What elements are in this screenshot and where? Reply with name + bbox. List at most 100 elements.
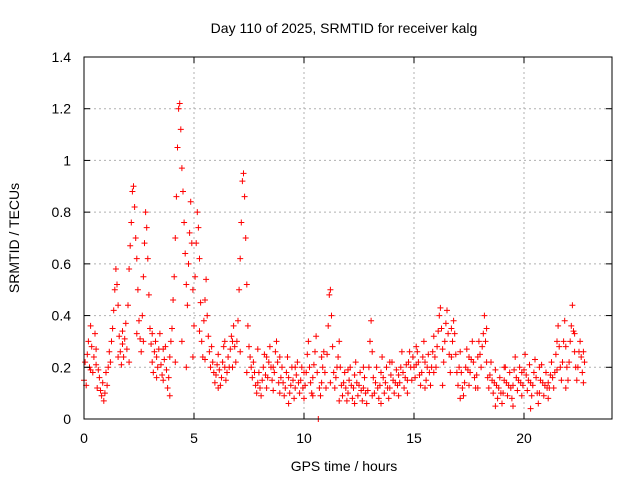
data-point [378, 369, 384, 376]
data-point [138, 348, 145, 355]
data-point [439, 382, 446, 389]
data-point [109, 325, 116, 332]
data-point [385, 395, 392, 402]
data-point [310, 361, 317, 368]
data-point [457, 395, 464, 402]
data-point [486, 372, 493, 379]
data-point [478, 364, 485, 371]
data-point [122, 320, 129, 327]
data-point [327, 379, 334, 386]
data-point [229, 364, 236, 371]
data-point [160, 346, 167, 353]
data-point [555, 322, 562, 329]
data-point [459, 384, 466, 391]
data-point [88, 343, 95, 350]
data-point [220, 343, 227, 350]
data-point [481, 312, 488, 319]
data-point [115, 353, 122, 360]
data-point [516, 364, 523, 371]
data-point [230, 322, 237, 329]
data-point [221, 338, 228, 345]
data-point [442, 320, 449, 327]
data-point [329, 343, 336, 350]
data-point [483, 325, 490, 332]
data-point [279, 364, 285, 371]
data-point [559, 359, 566, 366]
data-point [523, 372, 530, 379]
data-point [429, 348, 436, 355]
data-point [149, 330, 156, 337]
data-point [276, 390, 283, 397]
data-point [90, 353, 97, 360]
data-point [494, 395, 501, 402]
data-point [103, 369, 109, 376]
data-point [143, 224, 150, 231]
data-point [189, 286, 196, 293]
data-point [406, 348, 413, 355]
data-point [131, 203, 138, 210]
data-point [349, 395, 356, 402]
data-point [281, 392, 288, 399]
data-point [386, 359, 393, 366]
data-point [185, 260, 192, 267]
data-point [404, 390, 411, 397]
data-point [178, 338, 185, 345]
data-point [577, 338, 584, 345]
data-point [290, 377, 296, 384]
data-point [193, 240, 200, 247]
data-point [395, 392, 402, 399]
data-point [360, 364, 367, 371]
data-point [294, 359, 301, 366]
data-point [302, 382, 309, 389]
data-point [482, 338, 489, 345]
data-point [214, 361, 221, 368]
data-point [144, 255, 151, 262]
data-point [359, 397, 366, 404]
data-point [321, 369, 328, 376]
x-tick-label: 0 [80, 430, 88, 446]
data-point [165, 374, 172, 381]
data-point [186, 229, 193, 236]
data-point [504, 392, 511, 399]
data-point [339, 392, 346, 399]
data-point [448, 353, 455, 360]
data-point [215, 384, 222, 391]
data-point [510, 382, 516, 389]
data-point [352, 359, 359, 366]
data-point [368, 317, 375, 324]
data-point [148, 341, 155, 348]
data-point [265, 359, 272, 366]
data-point [255, 369, 262, 376]
data-point [233, 338, 240, 345]
data-point [174, 144, 181, 151]
data-point [196, 328, 203, 335]
data-point [270, 364, 277, 371]
data-point [369, 348, 376, 355]
y-tick-label: 0.6 [52, 256, 72, 272]
data-point [351, 400, 358, 407]
data-point [171, 273, 178, 280]
data-point [413, 343, 420, 350]
data-point [568, 322, 575, 329]
data-point [345, 366, 351, 373]
data-point [512, 353, 519, 360]
data-point [126, 359, 133, 366]
y-tick-label: 0 [63, 411, 71, 427]
data-point [354, 392, 361, 399]
data-point [565, 377, 571, 384]
data-point [447, 369, 454, 376]
y-tick-label: 0.8 [52, 204, 72, 220]
data-point [184, 302, 191, 309]
x-tick-label: 20 [516, 430, 532, 446]
data-point [499, 400, 505, 407]
data-point [105, 364, 112, 371]
data-point [580, 348, 587, 355]
data-point [458, 369, 465, 376]
data-point [474, 384, 481, 391]
data-point [202, 297, 208, 304]
data-point [152, 338, 159, 345]
data-point [560, 338, 567, 345]
data-point [120, 353, 127, 360]
data-point [104, 382, 111, 389]
